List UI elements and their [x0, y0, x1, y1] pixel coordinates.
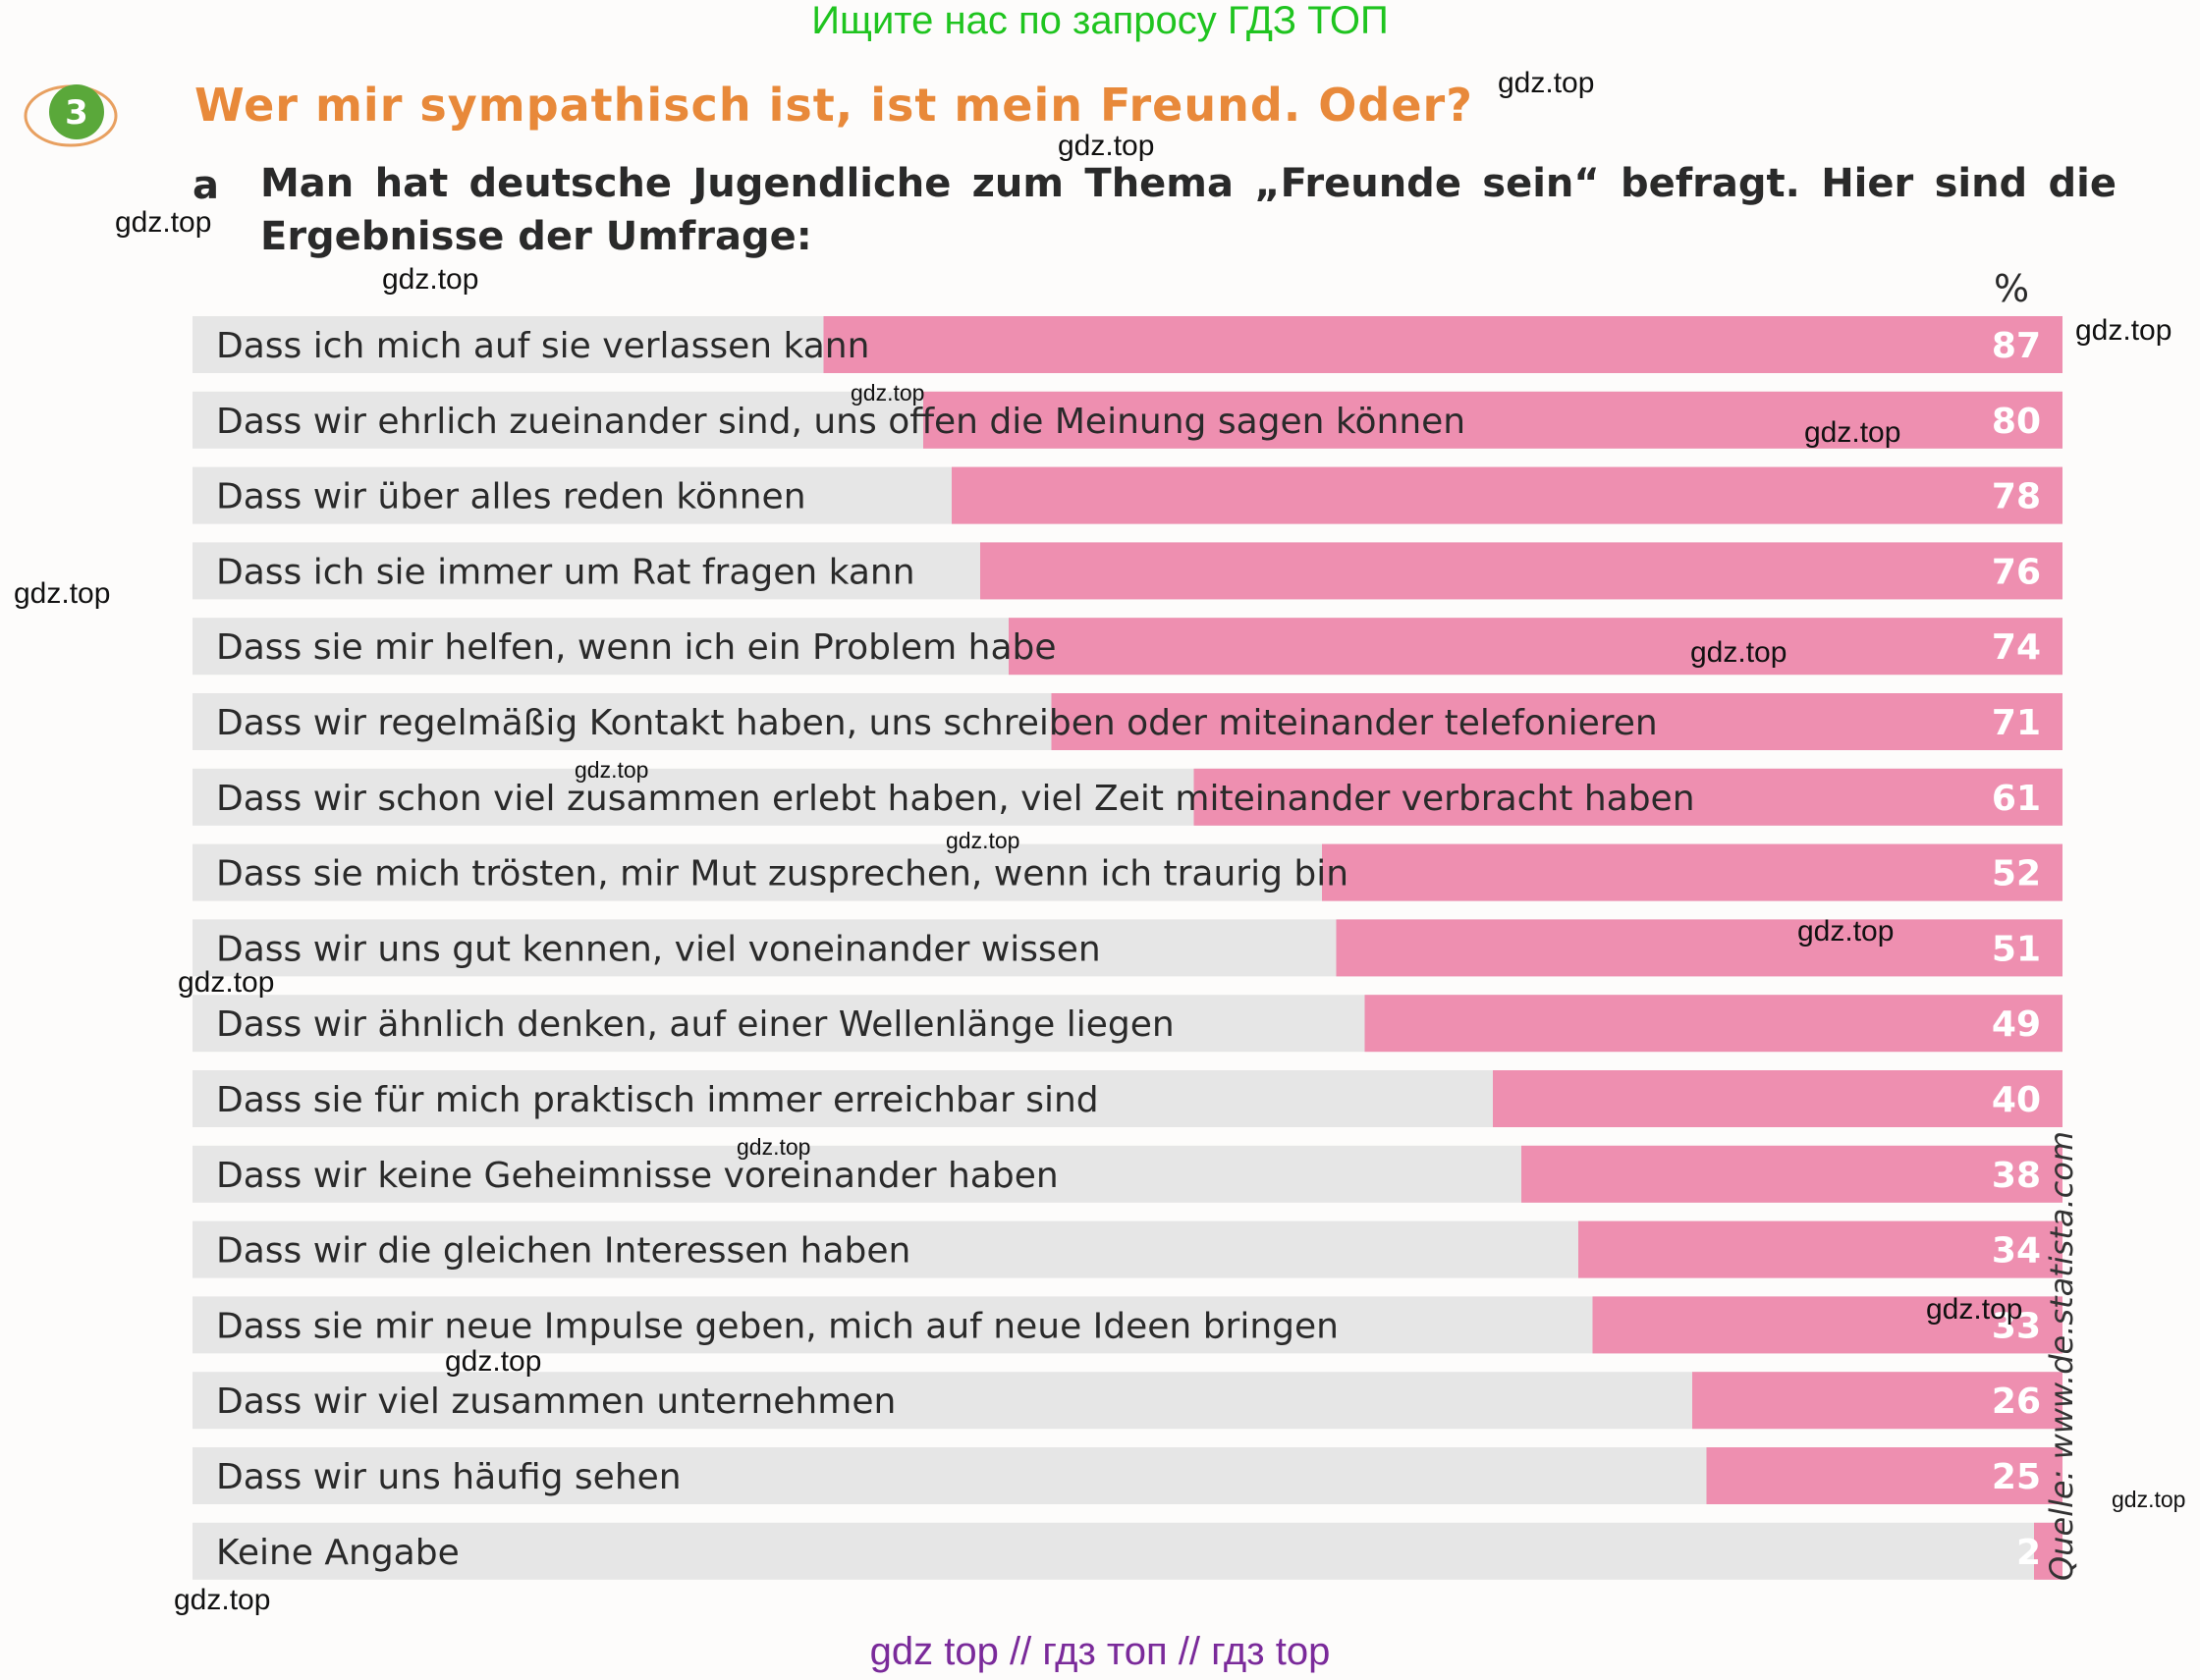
- category-label: Dass wir ähnlich denken, auf einer Welle…: [216, 1004, 1175, 1045]
- value-label: 76: [1992, 552, 2041, 592]
- bar: [1193, 768, 2062, 826]
- value-label: 38: [1992, 1156, 2041, 1196]
- percent-unit-label: %: [1994, 267, 2030, 310]
- value-label: 25: [1992, 1457, 2041, 1497]
- category-label: Dass sie für mich praktisch immer erreic…: [216, 1080, 1099, 1120]
- value-label: 61: [1992, 779, 2041, 819]
- value-label: 80: [1992, 402, 2041, 442]
- value-label: 40: [1992, 1080, 2041, 1120]
- category-label: Dass wir schon viel zusammen erlebt habe…: [216, 779, 1695, 819]
- row-background: [192, 1522, 2062, 1580]
- bar: [1336, 919, 2062, 977]
- watermark: gdz.top: [445, 1345, 542, 1378]
- bar: [1051, 693, 2062, 750]
- bar: [2034, 1522, 2062, 1580]
- watermark: gdz.top: [1797, 915, 1895, 948]
- watermark: gdz.top: [851, 380, 925, 406]
- value-label: 34: [1992, 1231, 2041, 1272]
- category-label: Dass wir ehrlich zueinander sind, uns of…: [216, 402, 1465, 442]
- watermark: gdz.top: [14, 577, 111, 610]
- bar: [952, 466, 2062, 524]
- task-title: Wer mir sympathisch ist, ist mein Freund…: [194, 79, 1473, 132]
- watermark: gdz.top: [737, 1134, 811, 1160]
- value-label: 78: [1992, 477, 2041, 517]
- subtask-letter: a: [192, 163, 219, 208]
- bar: [823, 316, 2062, 373]
- footer-links: gdz top // гдз топ // гдз top: [869, 1630, 1331, 1673]
- bar: [1578, 1220, 2062, 1278]
- watermark: gdz.top: [2075, 314, 2172, 347]
- bar: [1706, 1447, 2062, 1504]
- bar: [923, 391, 2062, 449]
- category-label: Dass wir die gleichen Interessen haben: [216, 1231, 910, 1272]
- category-label: Dass sie mir neue Impulse geben, mich au…: [216, 1306, 1339, 1346]
- watermark: gdz.top: [382, 263, 479, 296]
- value-label: 33: [1992, 1306, 2041, 1346]
- category-label: Dass ich mich auf sie verlassen kann: [216, 326, 869, 366]
- category-label: Dass wir uns gut kennen, viel voneinande…: [216, 929, 1101, 969]
- watermark: gdz.top: [115, 206, 212, 239]
- category-label: Dass wir regelmäßig Kontakt haben, uns s…: [216, 703, 1658, 743]
- value-label: 2: [2016, 1533, 2041, 1573]
- category-label: Dass wir keine Geheimnisse voreinander h…: [216, 1156, 1059, 1196]
- bar: [1364, 995, 2062, 1053]
- value-label: 51: [1992, 929, 2041, 969]
- task-number-text: 3: [65, 93, 88, 133]
- bar: [1521, 1145, 2062, 1203]
- category-label: Dass ich sie immer um Rat fragen kann: [216, 552, 915, 592]
- watermark: gdz.top: [174, 1584, 271, 1616]
- bar: [1322, 843, 2062, 901]
- promo-banner: Ищите нас по запросу ГДЗ ТОП: [811, 0, 1389, 42]
- value-label: 87: [1992, 326, 2041, 366]
- watermark: gdz.top: [1926, 1293, 2023, 1326]
- bar: [1009, 618, 2062, 676]
- category-label: Keine Angabe: [216, 1533, 460, 1573]
- category-label: Dass sie mir helfen, wenn ich ein Proble…: [216, 627, 1057, 668]
- watermark: gdz.top: [2112, 1487, 2186, 1512]
- bar: [980, 542, 2062, 600]
- value-label: 52: [1992, 854, 2041, 894]
- bar: [1692, 1372, 2062, 1430]
- watermark: gdz.top: [178, 966, 275, 999]
- watermark: gdz.top: [575, 757, 649, 783]
- watermark: gdz.top: [1058, 130, 1155, 162]
- chart-source: Quelle: www.de.statista.com: [2043, 1131, 2080, 1581]
- value-label: 74: [1992, 627, 2041, 668]
- bar: [1592, 1296, 2062, 1354]
- category-label: Dass wir uns häufig sehen: [216, 1457, 682, 1497]
- watermark: gdz.top: [946, 828, 1020, 853]
- category-label: Dass wir über alles reden können: [216, 477, 806, 517]
- value-label: 49: [1992, 1004, 2041, 1045]
- value-label: 26: [1992, 1382, 2041, 1422]
- category-label: Dass sie mich trösten, mir Mut zuspreche…: [216, 854, 1348, 894]
- subtask-instruction: Man hat deutsche Jugendliche zum Thema „…: [260, 161, 2117, 259]
- value-label: 71: [1992, 703, 2041, 743]
- watermark: gdz.top: [1498, 67, 1595, 99]
- category-label: Dass wir viel zusammen unternehmen: [216, 1382, 896, 1422]
- watermark: gdz.top: [1804, 416, 1901, 449]
- task-number-badge: 3: [24, 84, 118, 147]
- watermark: gdz.top: [1690, 636, 1788, 669]
- bar: [1493, 1070, 2062, 1127]
